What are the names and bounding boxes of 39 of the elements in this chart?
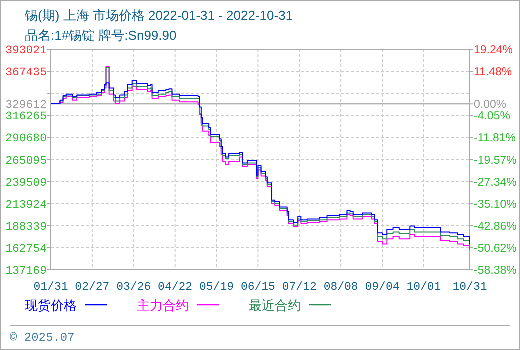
- legend-label: 现货价格: [25, 298, 77, 313]
- y-tick-label: 393021: [6, 44, 48, 58]
- x-tick-label: 10/01: [406, 281, 442, 294]
- y2-tick-label: 0.00%: [474, 99, 507, 112]
- y-tick-label: 239509: [6, 176, 48, 190]
- y-tick-label: 188339: [6, 220, 48, 234]
- y-tick-label: 213924: [6, 198, 48, 212]
- legend-label: 主力合约: [137, 298, 189, 313]
- x-tick-label: 02/27: [75, 281, 110, 294]
- y2-tick-label: -4.05%: [474, 110, 510, 123]
- y2-tick-label: 19.24%: [474, 44, 514, 56]
- x-tick-label: 10/31: [452, 281, 488, 294]
- y2-tick-label: -35.10%: [474, 198, 517, 211]
- ref-line-label: 329612: [6, 99, 48, 112]
- y2-tick-label: -50.62%: [474, 242, 517, 255]
- x-tick-label: 06/15: [240, 281, 276, 294]
- x-tick-label: 03/26: [116, 281, 152, 294]
- chart-title: 锡(期) 上海 市场价格 2022-01-31 - 2022-10-31: [24, 8, 294, 23]
- x-tick-label: 08/08: [324, 281, 358, 294]
- y-tick-label: 290680: [6, 132, 48, 146]
- x-tick-label: 04/22: [158, 281, 193, 294]
- y2-tick-label: 11.48%: [474, 66, 512, 79]
- y2-tick-label: -11.81%: [474, 132, 516, 145]
- y2-tick-label: -19.57%: [474, 154, 517, 167]
- y-tick-label: 265095: [6, 154, 48, 168]
- y2-tick-label: -42.86%: [474, 220, 517, 233]
- y-tick-label: 316265: [6, 110, 48, 124]
- x-tick-label: 09/04: [365, 281, 400, 294]
- y-tick-label: 367435: [6, 66, 48, 80]
- x-tick-label: 01/31: [34, 281, 68, 294]
- legend-label: 最近合约: [249, 298, 301, 313]
- x-tick-label: 05/19: [200, 281, 234, 294]
- text: © 2025.07: [10, 331, 75, 345]
- y-tick-label: 137169: [6, 265, 48, 278]
- y2-tick-label: -27.34%: [474, 176, 517, 189]
- y2-tick-label: -58.38%: [474, 265, 517, 277]
- y-tick-label: 162754: [6, 242, 48, 256]
- chart-subtitle: 品名:1#锡锭 牌号:Sn99.90: [25, 28, 177, 43]
- x-tick-label: 07/12: [282, 281, 317, 294]
